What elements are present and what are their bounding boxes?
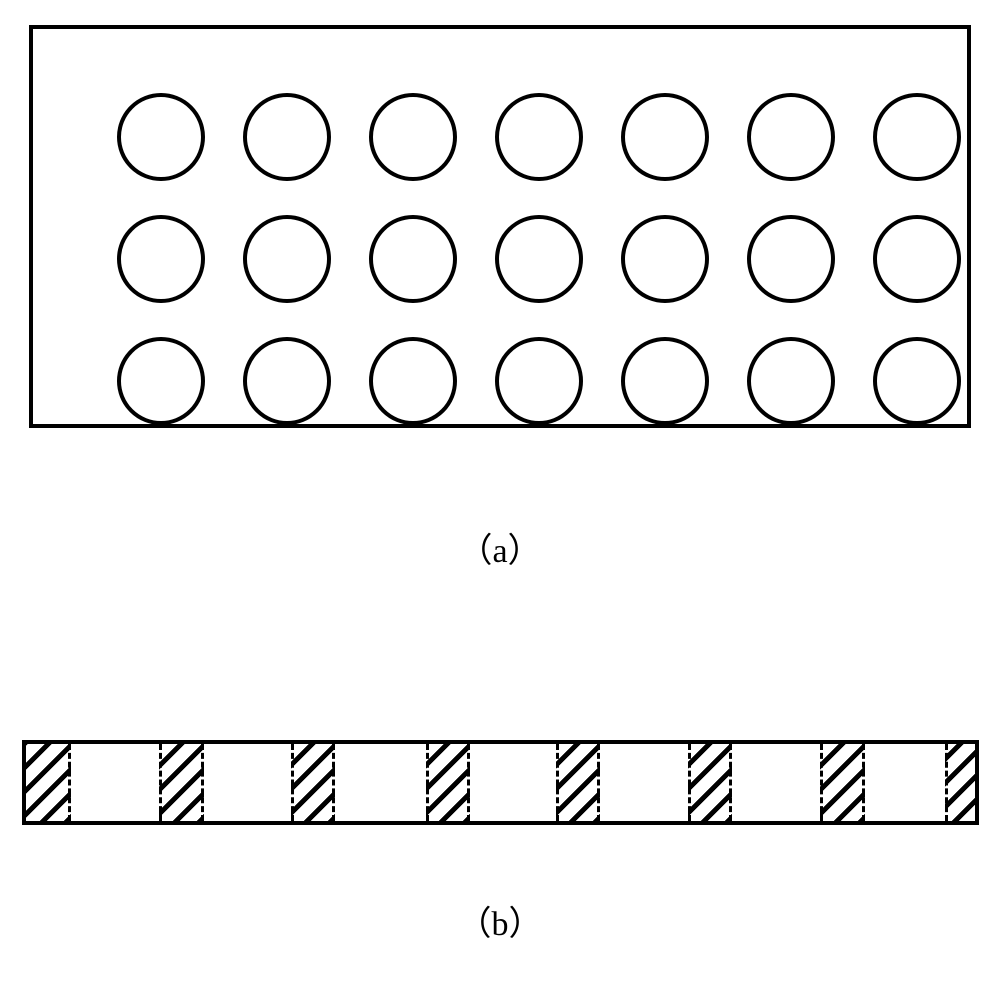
panel-b-dash-edge [426, 744, 429, 821]
panel-b-dash-edge [729, 744, 732, 821]
label-a-suffix: ） [508, 533, 542, 570]
panel-a-circle [243, 337, 331, 425]
panel-b-hatch-fill [26, 744, 71, 821]
panel-a-circle [621, 93, 709, 181]
panel-b-dash-edge [68, 744, 71, 821]
panel-b-dash-edge [820, 744, 823, 821]
panel-b-dash-edge [862, 744, 865, 821]
label-a-prefix: （ [458, 533, 492, 570]
label-b-suffix: ） [509, 906, 543, 943]
panel-b-hatch-fill [688, 744, 732, 821]
panel-b-label: （b） [420, 896, 580, 945]
panel-a-box [29, 25, 971, 428]
panel-b-dash-edge [467, 744, 470, 821]
panel-b-hatch-fill [556, 744, 600, 821]
panel-b-hatch-segment [556, 744, 600, 821]
panel-b-dash-edge [291, 744, 294, 821]
panel-b-hatch-segment [159, 744, 204, 821]
panel-b-hatch-segment [945, 744, 979, 821]
panel-a-circle [495, 215, 583, 303]
panel-b-dash-edge [201, 744, 204, 821]
panel-a-circle [243, 215, 331, 303]
panel-b-hatch-fill [159, 744, 204, 821]
panel-a-label: （a） [420, 523, 580, 572]
panel-b-box [22, 740, 979, 825]
panel-b-hatch-fill [291, 744, 335, 821]
label-b-letter: b [492, 906, 509, 943]
panel-b-dash-edge [159, 744, 162, 821]
panel-b-hatch-segment [26, 744, 71, 821]
panel-b-hatch-segment [820, 744, 865, 821]
panel-a-circle [495, 337, 583, 425]
panel-a-circle [873, 215, 961, 303]
panel-a-circle [495, 93, 583, 181]
panel-a-circle [117, 215, 205, 303]
panel-a-circle [369, 337, 457, 425]
panel-a-circle [747, 215, 835, 303]
panel-b-dash-edge [332, 744, 335, 821]
panel-a-circle [117, 337, 205, 425]
panel-b-hatch-segment [426, 744, 470, 821]
label-a-letter: a [492, 533, 507, 570]
panel-a-circle [873, 93, 961, 181]
panel-b-hatch-fill [426, 744, 470, 821]
panel-a-circle [369, 93, 457, 181]
panel-a-circle [747, 337, 835, 425]
panel-a-circle [621, 215, 709, 303]
panel-b-dash-edge [597, 744, 600, 821]
panel-a-circle [747, 93, 835, 181]
label-b-prefix: （ [458, 906, 492, 943]
panel-b-hatch-segment [688, 744, 732, 821]
panel-b-dash-edge [945, 744, 948, 821]
panel-a-circle [873, 337, 961, 425]
page: （a） （b） [0, 0, 1000, 993]
panel-b-hatch-fill [820, 744, 865, 821]
panel-b-hatch-segment [291, 744, 335, 821]
panel-a-circle [117, 93, 205, 181]
panel-b-hatch-fill [945, 744, 979, 821]
panel-a-circle [243, 93, 331, 181]
panel-a-circle [369, 215, 457, 303]
panel-a-circle [621, 337, 709, 425]
panel-b-dash-edge [688, 744, 691, 821]
panel-b-dash-edge [556, 744, 559, 821]
